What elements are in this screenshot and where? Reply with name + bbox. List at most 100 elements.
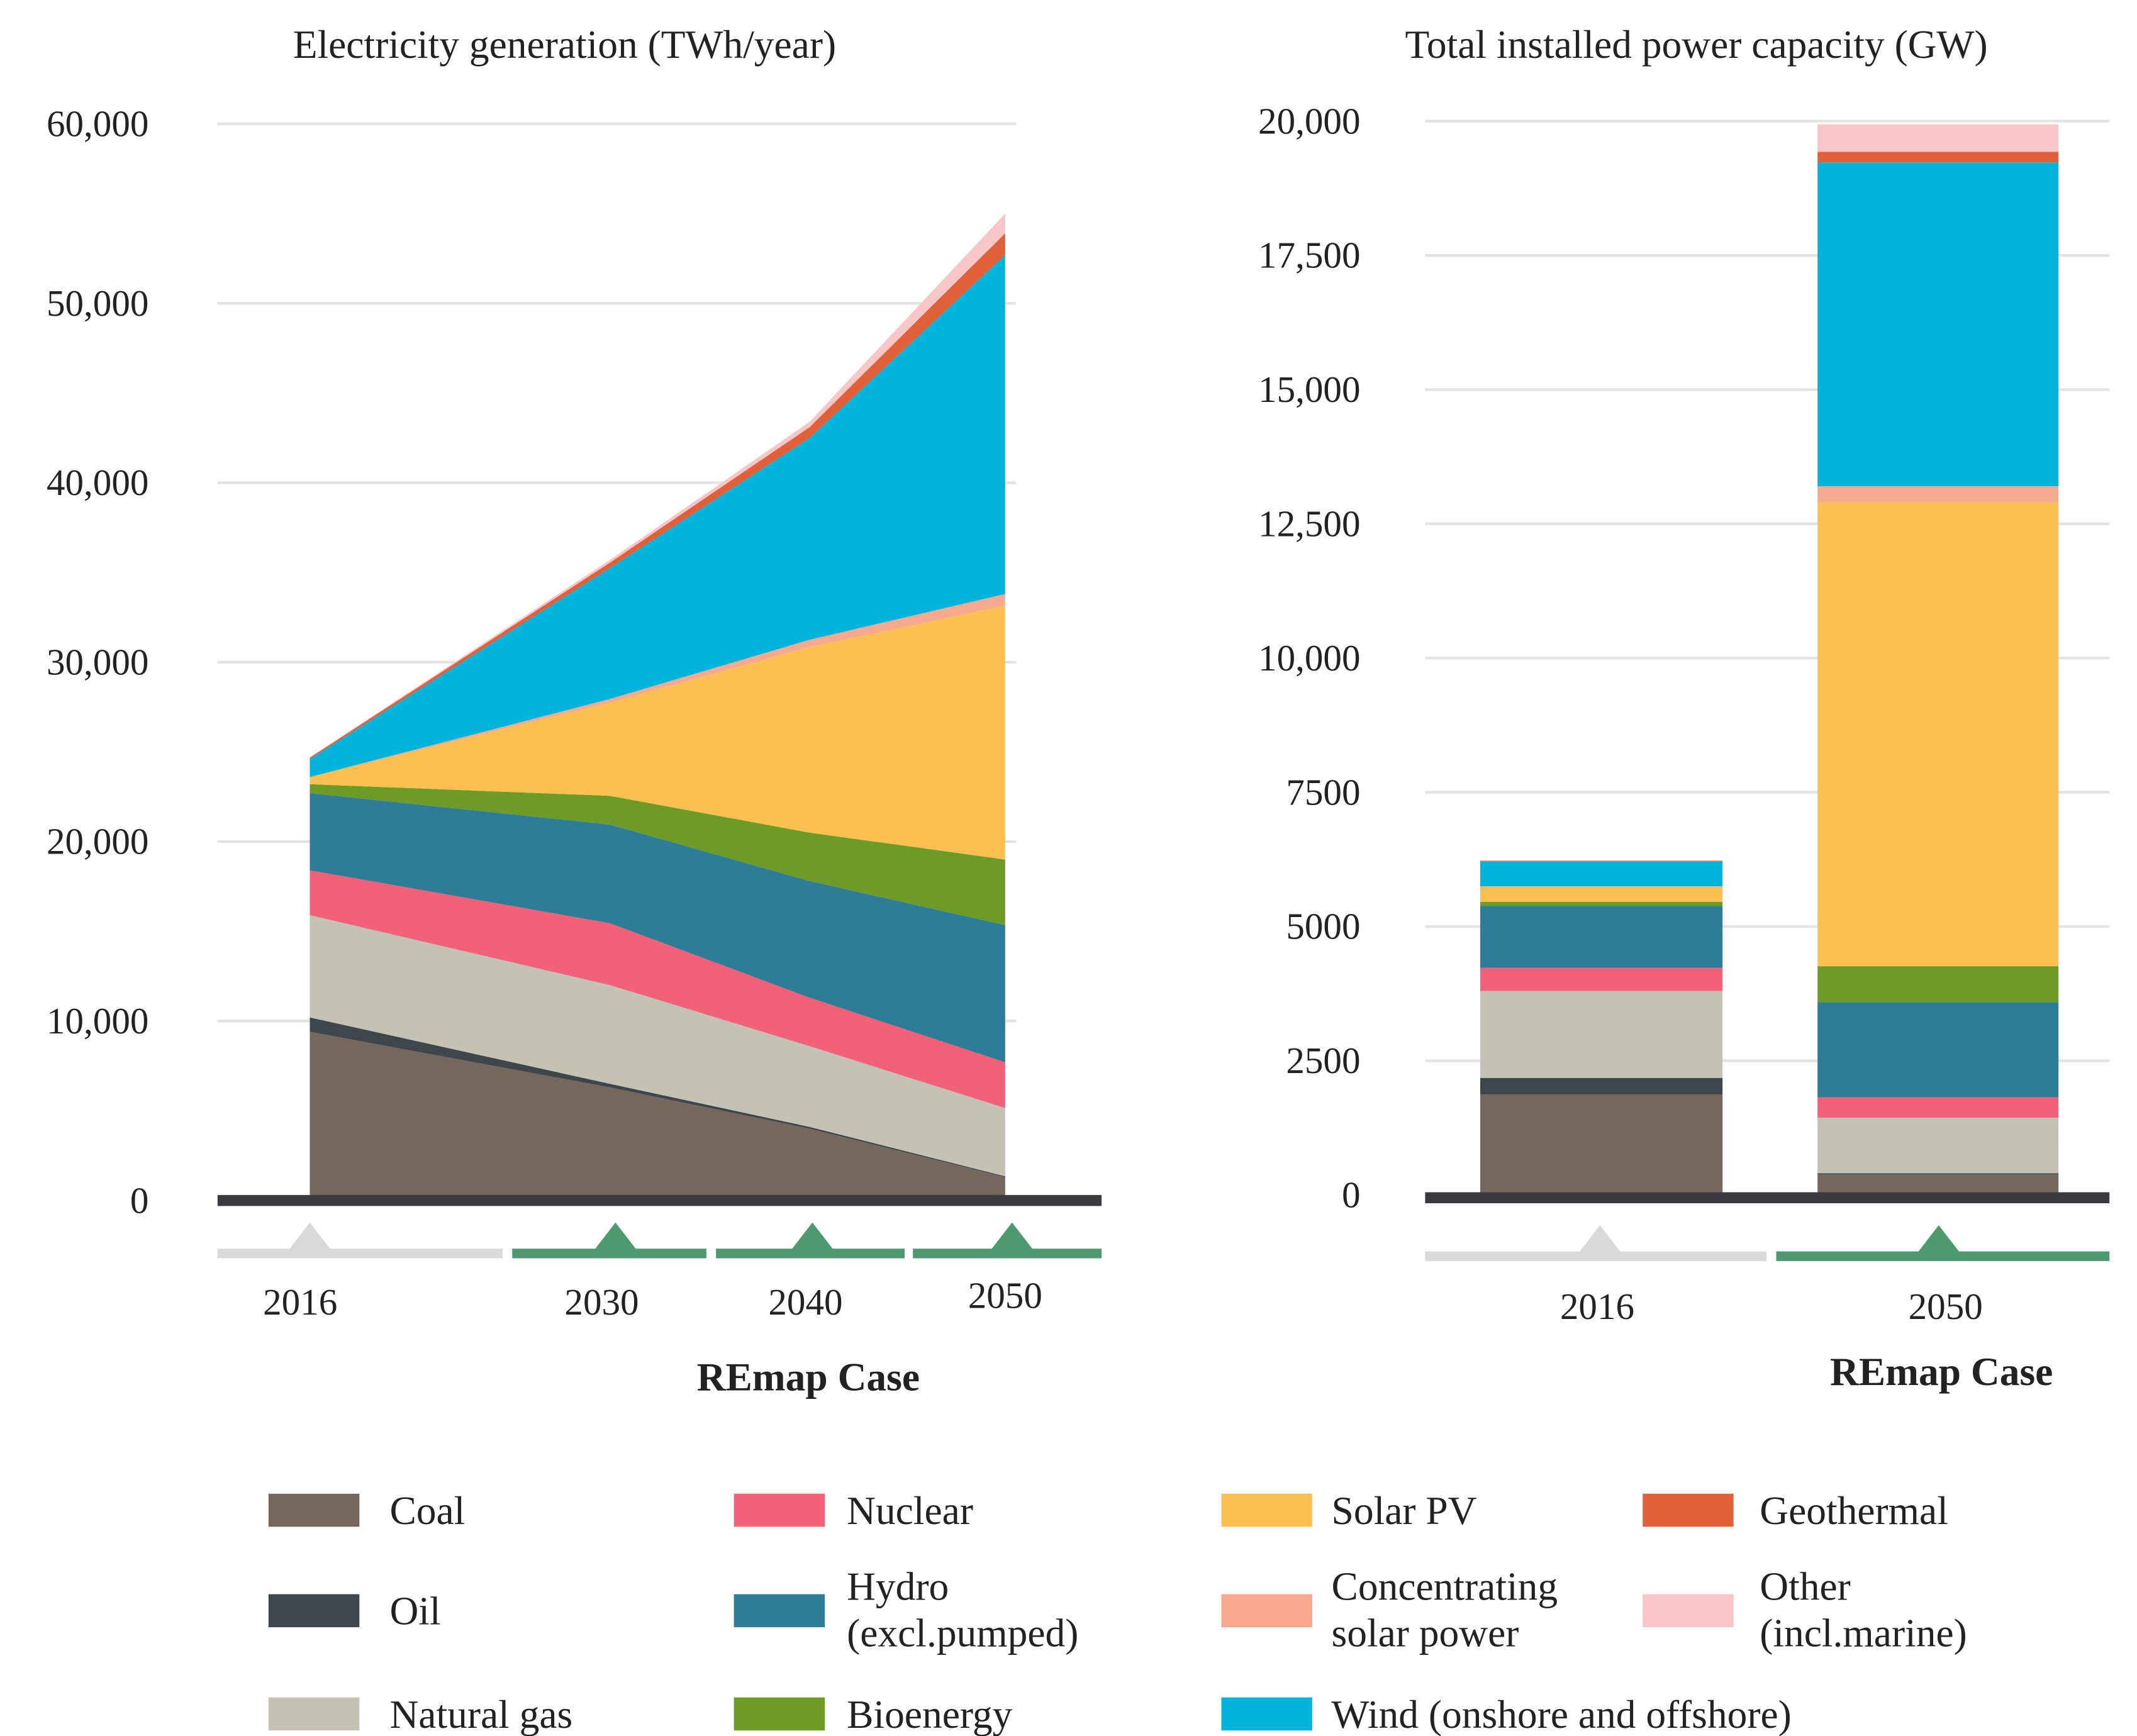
legend-label: Coal <box>389 1488 465 1533</box>
legend-swatch <box>734 1697 825 1731</box>
timeline-marker-triangle <box>286 1222 333 1253</box>
x-tick-label: 2016 <box>263 1281 337 1323</box>
bar-2050-hydro <box>1817 1002 2059 1098</box>
legend-item-oil: Oil <box>268 1589 441 1633</box>
x-tick-label: 2050 <box>968 1274 1042 1316</box>
bar-2016-bioenergy <box>1480 901 1723 906</box>
legend-swatch <box>1221 1493 1312 1527</box>
area-solar-pv <box>310 605 1005 860</box>
bar-2050-natural-gas <box>1817 1117 2059 1174</box>
timeline-segment <box>1776 1251 2110 1261</box>
y-tick-label: 20,000 <box>47 821 148 862</box>
timeline-marker-triangle <box>1915 1225 1962 1256</box>
legend-swatch <box>1643 1493 1734 1527</box>
area-oil <box>310 1017 1005 1177</box>
bar-2050-bioenergy <box>1817 966 2059 1003</box>
bar-2016-csp <box>1480 886 1723 887</box>
y-tick-label: 50,000 <box>47 282 148 324</box>
legend-swatch <box>268 1697 360 1731</box>
legend-label: Geothermal <box>1760 1488 1948 1533</box>
legend-swatch <box>268 1594 360 1628</box>
legend-swatch <box>1221 1594 1312 1628</box>
timeline-segment <box>1425 1251 1767 1261</box>
legend-label: Oil <box>389 1589 440 1633</box>
legend-label: Other <box>1760 1564 1851 1608</box>
legend-label: solar power <box>1332 1611 1519 1655</box>
legend-item-geothermal: Geothermal <box>1643 1488 1948 1533</box>
capacity-chart: 0 2500 5000 7500 10,000 12,500 15,000 17,500 20,… <box>1258 100 2110 1327</box>
legend-swatch <box>1643 1594 1734 1628</box>
bar-2050-oil <box>1817 1173 2059 1174</box>
bar-2050-coal <box>1817 1174 2059 1195</box>
bar-2016-solar-pv <box>1480 886 1723 902</box>
area-natural-gas <box>310 915 1005 1177</box>
legend-item-hydro: Hydro(excl.pumped) <box>734 1564 1078 1655</box>
legend-label: Bioenergy <box>847 1692 1012 1736</box>
bar-2016-oil <box>1480 1077 1723 1095</box>
legend-label: Hydro <box>847 1564 949 1608</box>
legend-label: (incl.marine) <box>1760 1611 1967 1655</box>
legend-swatch <box>1221 1697 1312 1731</box>
capacity-chart-title: Total installed power capacity (GW) <box>1405 22 1988 67</box>
timeline-marker-triangle <box>988 1222 1035 1253</box>
legend-label: Wind (onshore and offshore) <box>1332 1692 1792 1736</box>
legend-item-wind: Wind (onshore and offshore) <box>1221 1692 1792 1736</box>
legend-item-nuclear: Nuclear <box>734 1488 973 1533</box>
legend-label: Concentrating <box>1332 1564 1558 1608</box>
x-tick-label: 2030 <box>564 1281 639 1323</box>
timeline-segment <box>217 1249 503 1259</box>
area-hydro <box>310 793 1005 1062</box>
area-nuclear <box>310 870 1005 1108</box>
timeline-segment <box>716 1249 905 1259</box>
area-wind <box>310 255 1005 777</box>
bar-2016-natural-gas <box>1480 991 1723 1078</box>
area-coal <box>310 1032 1005 1201</box>
y-tick-label: 2500 <box>1286 1040 1360 1081</box>
legend-item-solar-pv: Solar PV <box>1221 1488 1477 1533</box>
legend-item-bioenergy: Bioenergy <box>734 1692 1013 1736</box>
x-tick-label: 2040 <box>768 1281 842 1323</box>
generation-chart-title: Electricity generation (TWh/year) <box>293 22 836 67</box>
legend: Coal Oil Natural gas Nuclear Hydro(excl.pump… <box>268 1488 1967 1736</box>
legend-item-natural-gas: Natural gas <box>268 1692 572 1736</box>
timeline-marker-triangle <box>592 1222 639 1253</box>
y-tick-label: 60,000 <box>47 103 148 145</box>
y-tick-label: 17,500 <box>1258 235 1360 276</box>
legend-label: (excl.pumped) <box>847 1611 1078 1655</box>
generation-chart: 0 10,000 20,000 30,000 40,000 50,000 60,000 201… <box>47 103 1102 1323</box>
y-tick-label: 15,000 <box>1258 369 1360 410</box>
bar-2016-nuclear <box>1480 967 1723 991</box>
legend-label: Natural gas <box>389 1692 572 1736</box>
legend-swatch <box>268 1493 360 1527</box>
area-csp <box>310 594 1005 777</box>
timeline-segment <box>512 1249 706 1259</box>
legend-item-coal: Coal <box>268 1488 465 1533</box>
area-bioenergy <box>310 784 1005 925</box>
bar-2050-solar-pv <box>1817 502 2059 967</box>
legend-label: Solar PV <box>1332 1488 1477 1533</box>
y-tick-label: 0 <box>130 1179 149 1221</box>
bar-2016-wind <box>1480 861 1723 887</box>
bar-2050-wind <box>1817 162 2059 487</box>
legend-swatch <box>734 1594 825 1628</box>
y-tick-label: 12,500 <box>1258 503 1360 545</box>
bar-2016-hydro <box>1480 906 1723 968</box>
bar-2050-csp <box>1817 486 2059 503</box>
y-tick-label: 30,000 <box>47 641 148 682</box>
y-tick-label: 20,000 <box>1258 100 1360 142</box>
bar-2050-other <box>1817 124 2059 152</box>
timeline-segment <box>913 1249 1102 1259</box>
bar-2016-coal <box>1480 1094 1723 1195</box>
generation-x-label: REmap Case <box>697 1355 920 1399</box>
legend-swatch <box>734 1493 825 1527</box>
legend-label: Nuclear <box>847 1488 973 1533</box>
x-tick-label: 2050 <box>1909 1286 1983 1327</box>
bar-2050-geothermal <box>1817 152 2059 163</box>
y-tick-label: 10,000 <box>1258 637 1360 679</box>
x-tick-label: 2016 <box>1560 1286 1634 1327</box>
capacity-x-label: REmap Case <box>1830 1349 2053 1394</box>
timeline-marker-triangle <box>1576 1225 1624 1256</box>
y-tick-label: 10,000 <box>47 1000 148 1042</box>
